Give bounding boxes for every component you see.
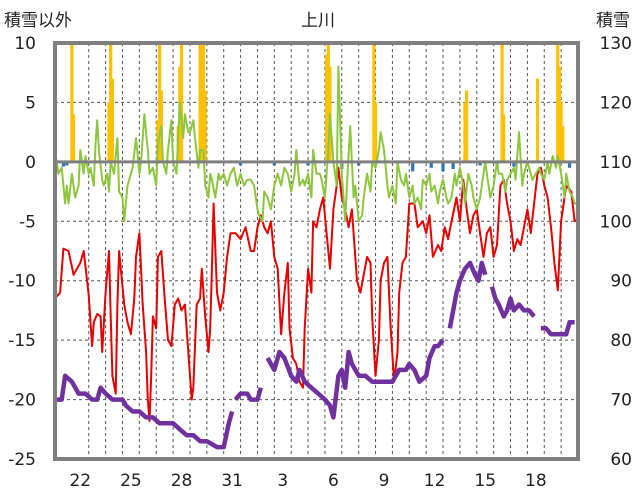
x-tick-label: 25	[120, 471, 142, 491]
axes	[53, 41, 580, 461]
left-tick-label: -20	[8, 391, 36, 411]
bar	[326, 43, 330, 162]
bar	[463, 102, 467, 162]
bar	[70, 43, 74, 162]
right-axis-title: 積雪	[596, 11, 630, 31]
bar	[465, 90, 469, 162]
bar	[65, 161, 69, 166]
bar	[559, 102, 563, 162]
left-axis-title: 積雪以外	[4, 11, 72, 31]
bar	[561, 126, 565, 162]
bar	[107, 102, 111, 162]
bar	[411, 161, 415, 172]
bar	[71, 114, 76, 162]
left-tick-label: -5	[19, 212, 36, 232]
bar	[203, 90, 207, 162]
tick-labels: 10 5 0 -5 -10 -15 -20 -25 130 120 110 100 90 80 70 60 22…	[8, 34, 632, 491]
bar	[158, 43, 162, 162]
bar	[373, 102, 378, 162]
x-tick-label: 22	[69, 471, 91, 491]
right-tick-label: 130	[600, 34, 632, 54]
right-tick-label: 110	[600, 153, 632, 173]
bar	[272, 161, 276, 166]
bar	[556, 43, 560, 162]
bar	[451, 161, 455, 169]
bar	[61, 161, 66, 167]
left-tick-label: 0	[25, 153, 36, 173]
x-tick-label: 31	[221, 471, 243, 491]
bar	[478, 161, 482, 166]
left-tick-label: -25	[8, 450, 36, 470]
x-tick-label: 12	[424, 471, 446, 491]
x-tick-label: 18	[525, 471, 547, 491]
x-tick-label: 3	[277, 471, 288, 491]
left-tick-label: -10	[8, 272, 36, 292]
snow-depth-line	[540, 320, 575, 337]
bar	[109, 43, 113, 162]
left-tick-label: -15	[8, 331, 36, 351]
bar	[372, 43, 376, 162]
bar	[238, 161, 243, 166]
series-lines	[54, 65, 579, 450]
right-tick-label: 80	[610, 331, 632, 351]
bar	[535, 78, 540, 162]
right-tick-label: 60	[610, 450, 632, 470]
left-tick-label: 5	[25, 93, 36, 113]
x-tick-label: 9	[379, 471, 390, 491]
bar	[200, 43, 204, 162]
plot-frame	[53, 41, 580, 461]
gridlines	[55, 43, 578, 459]
snow-depth-line	[489, 286, 536, 319]
right-tick-label: 120	[600, 93, 632, 113]
x-tick-label: 6	[328, 471, 339, 491]
bar	[110, 78, 114, 162]
bar	[198, 43, 202, 162]
snow-depth-line	[233, 387, 263, 402]
bar	[567, 161, 572, 168]
right-tick-label: 90	[610, 272, 632, 292]
x-tick-label: 28	[171, 471, 193, 491]
temperature-line	[54, 166, 579, 422]
bar	[502, 114, 506, 162]
bar	[306, 161, 310, 166]
chart-title: 上川	[301, 11, 335, 31]
bar	[325, 54, 329, 162]
bar	[179, 43, 184, 162]
right-tick-label: 70	[610, 391, 632, 411]
snow-depth-line	[447, 260, 488, 329]
bar	[429, 161, 433, 168]
bar	[557, 66, 562, 162]
bar	[201, 43, 206, 162]
bar	[357, 161, 361, 166]
bar	[500, 43, 504, 162]
x-tick-label: 15	[474, 471, 496, 491]
bar	[441, 161, 445, 172]
snow-depth-line	[55, 373, 235, 450]
bar	[512, 161, 516, 167]
right-tick-label: 100	[600, 212, 632, 232]
left-tick-label: 10	[14, 34, 36, 54]
snow-depth-line	[265, 338, 445, 420]
